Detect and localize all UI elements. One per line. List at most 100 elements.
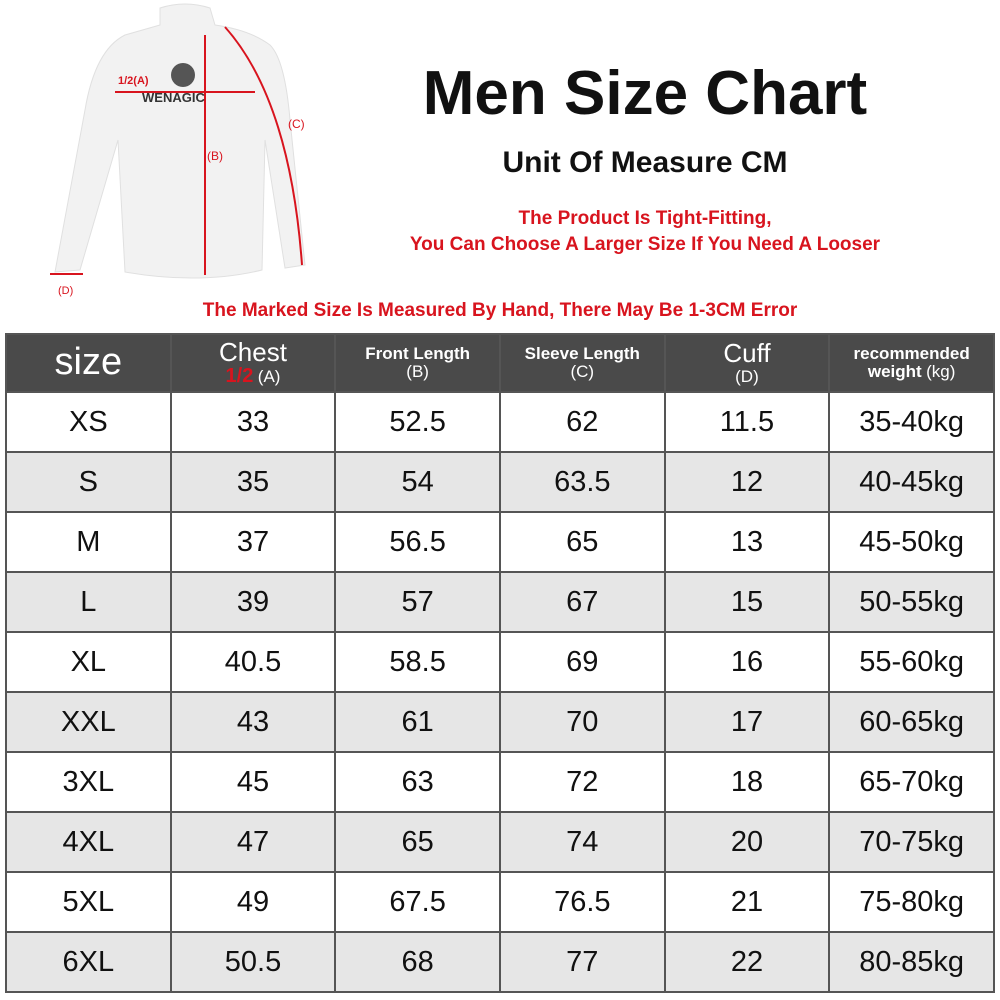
header-cuff-sub: (D)	[735, 366, 759, 386]
table-row: M 37 56.5 65 13 45-50kg	[5, 511, 995, 573]
cell-cuff: 11.5	[663, 391, 831, 453]
cell-weight: 55-60kg	[828, 631, 995, 693]
cell-size: L	[5, 571, 172, 633]
header-sleeve-sub: (C)	[570, 362, 595, 381]
measurement-arrows	[50, 26, 303, 275]
cell-chest: 35	[169, 451, 337, 513]
table-row: S 35 54 63.5 12 40-45kg	[5, 451, 995, 513]
header-front-label: Front Length	[365, 344, 471, 364]
size-table: size Chest 1/2 (A) Front Length (B) Sleeve…	[5, 333, 995, 993]
cell-chest: 33	[169, 391, 337, 453]
cell-cuff: 15	[663, 571, 831, 633]
cell-size: 6XL	[5, 931, 172, 993]
header-front: Front Length (B)	[334, 333, 501, 393]
cell-chest: 45	[169, 751, 337, 813]
cell-size: 3XL	[5, 751, 172, 813]
cell-sleeve-length: 70	[498, 691, 666, 753]
header-weight-label1: recommended	[853, 343, 970, 363]
header-size: size	[5, 333, 172, 393]
label-a: 1/2(A)	[118, 75, 149, 87]
brand-name: WENAGIC	[142, 90, 205, 105]
cell-front-length: 63	[334, 751, 501, 813]
table-row: 4XL 47 65 74 20 70-75kg	[5, 811, 995, 873]
header-weight: recommended weight (kg)	[828, 333, 995, 393]
cell-sleeve-length: 69	[498, 631, 666, 693]
cell-sleeve-length: 63.5	[498, 451, 666, 513]
fit-note-line1: The Product Is Tight-Fitting,	[518, 208, 772, 229]
cell-size: XS	[5, 391, 172, 453]
header-chest-label: Chest	[219, 336, 287, 367]
cell-chest: 43	[169, 691, 337, 753]
header-chest-half: 1/2	[225, 365, 254, 388]
cell-sleeve-length: 74	[498, 811, 666, 873]
table-row: 3XL 45 63 72 18 65-70kg	[5, 751, 995, 813]
cell-weight: 60-65kg	[828, 691, 995, 753]
cell-cuff: 13	[663, 511, 831, 573]
cell-front-length: 65	[334, 811, 501, 873]
cell-sleeve-length: 72	[498, 751, 666, 813]
cell-weight: 65-70kg	[828, 751, 995, 813]
shirt-diagram: 1/2(A) WENAGIC (B) (C) (D)	[50, 3, 306, 297]
header-sleeve-label: Sleeve Length	[524, 344, 640, 364]
cell-cuff: 16	[663, 631, 831, 693]
header-cuff-label: Cuff	[723, 338, 771, 369]
cell-sleeve-length: 67	[498, 571, 666, 633]
cell-sleeve-length: 77	[498, 931, 666, 993]
cell-cuff: 20	[663, 811, 831, 873]
header-front-sub: (B)	[406, 362, 429, 381]
unit-subtitle: Unit Of Measure CM	[502, 146, 788, 179]
header-chest-sub: (A)	[257, 367, 281, 387]
header-weight-unit: (kg)	[926, 361, 956, 381]
page-title: Men Size Chart	[422, 59, 868, 128]
cell-front-length: 52.5	[334, 391, 501, 453]
fit-note-line2: You Can Choose A Larger Size If You Need…	[409, 234, 881, 255]
cell-size: M	[5, 511, 172, 573]
cell-sleeve-length: 65	[498, 511, 666, 573]
cell-front-length: 58.5	[334, 631, 501, 693]
cell-chest: 47	[169, 811, 337, 873]
error-note: The Marked Size Is Measured By Hand, The…	[202, 300, 798, 321]
cell-size: XXL	[5, 691, 172, 753]
cell-front-length: 54	[334, 451, 501, 513]
cell-weight: 70-75kg	[828, 811, 995, 873]
cell-chest: 39	[169, 571, 337, 633]
cell-chest: 40.5	[169, 631, 337, 693]
cell-cuff: 12	[663, 451, 831, 513]
table-row: XL 40.5 58.5 69 16 55-60kg	[5, 631, 995, 693]
label-d: (D)	[58, 285, 73, 297]
cell-front-length: 57	[334, 571, 501, 633]
header-chest: Chest 1/2 (A)	[169, 333, 337, 393]
cell-cuff: 22	[663, 931, 831, 993]
cell-chest: 50.5	[169, 931, 337, 993]
label-b: (B)	[207, 149, 223, 163]
table-row: XS 33 52.5 62 11.5 35-40kg	[5, 391, 995, 453]
header-sleeve: Sleeve Length (C)	[498, 333, 666, 393]
cell-front-length: 61	[334, 691, 501, 753]
cell-weight: 35-40kg	[828, 391, 995, 453]
cell-weight: 75-80kg	[828, 871, 995, 933]
header-weight-label2: weight	[867, 361, 922, 381]
header-row: size Chest 1/2 (A) Front Length (B) Sleeve…	[5, 333, 995, 393]
cell-weight: 50-55kg	[828, 571, 995, 633]
cell-cuff: 21	[663, 871, 831, 933]
cell-weight: 45-50kg	[828, 511, 995, 573]
cell-cuff: 17	[663, 691, 831, 753]
cell-size: 5XL	[5, 871, 172, 933]
cell-weight: 40-45kg	[828, 451, 995, 513]
brand-logo-icon	[171, 63, 195, 87]
header-cuff: Cuff (D)	[663, 333, 831, 393]
cell-front-length: 67.5	[334, 871, 501, 933]
cell-size: 4XL	[5, 811, 172, 873]
cell-cuff: 18	[663, 751, 831, 813]
label-c: (C)	[288, 117, 305, 131]
cell-front-length: 68	[334, 931, 501, 993]
cell-chest: 49	[169, 871, 337, 933]
cell-size: S	[5, 451, 172, 513]
cell-weight: 80-85kg	[828, 931, 995, 993]
shirt-shape	[54, 3, 306, 279]
cell-size: XL	[5, 631, 172, 693]
cell-sleeve-length: 76.5	[498, 871, 666, 933]
cell-chest: 37	[169, 511, 337, 573]
table-row: 6XL 50.5 68 77 22 80-85kg	[5, 931, 995, 993]
cell-sleeve-length: 62	[498, 391, 666, 453]
